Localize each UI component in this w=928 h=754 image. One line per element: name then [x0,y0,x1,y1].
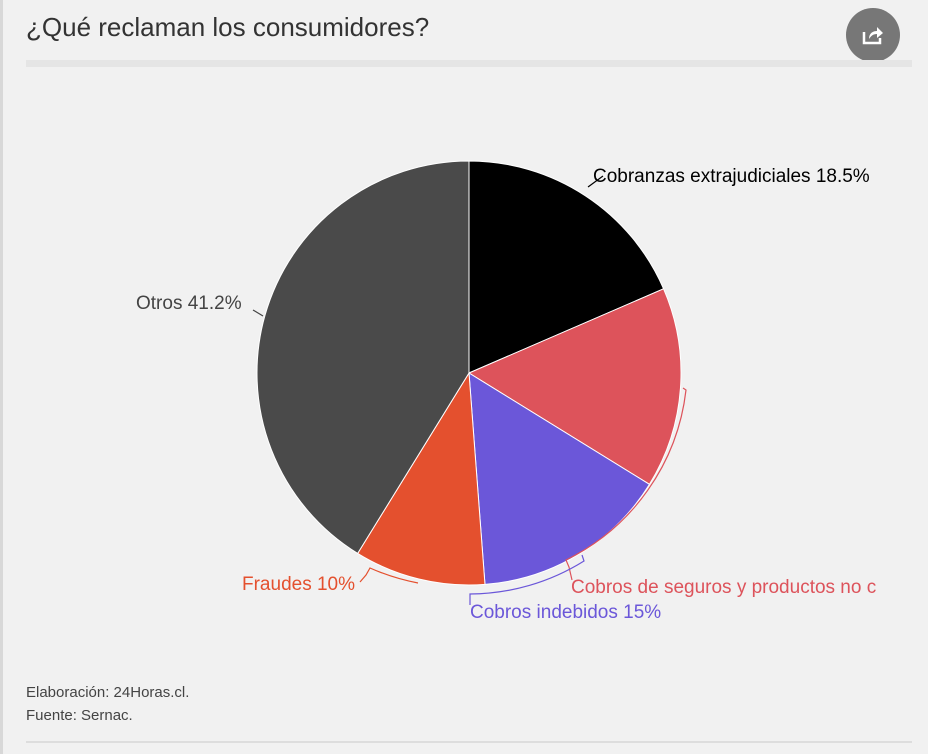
leader-bracket-fraudes [359,567,419,584]
footer-source: Fuente: Sernac. [26,707,133,724]
label-fraudes: Fraudes 10% [242,574,356,595]
left-border [0,0,3,754]
pie-slice-fraudes[interactable] [356,371,486,586]
footer-divider [26,741,912,743]
share-button[interactable] [846,8,900,62]
header-divider [26,60,912,67]
label-cobranzas: Cobranzas extrajudiciales 18.5% [593,166,870,187]
leader-line-cobranzas [587,175,604,188]
label-seguros: Cobros de seguros y productos no c [571,577,877,598]
pie-slice-cobranzas-extrajudiciales[interactable] [468,160,665,374]
leader-line-otros [252,309,264,317]
pie-slice-cobros-de-seguros-y-productos-no-c[interactable] [467,288,682,486]
pie-slice-cobros-indebidos[interactable] [468,372,651,585]
chart-title: ¿Qué reclaman los consumidores? [26,12,430,42]
leader-bracket-seguros [565,387,687,581]
pie-slice-otros[interactable] [256,160,470,555]
label-indebidos: Cobros indebidos 15% [470,602,662,623]
share-icon [862,27,883,45]
footer-credit: Elaboración: 24Horas.cl. [26,684,190,701]
label-otros: Otros 41.2% [136,293,242,314]
leader-bracket-indebidos [469,554,585,605]
